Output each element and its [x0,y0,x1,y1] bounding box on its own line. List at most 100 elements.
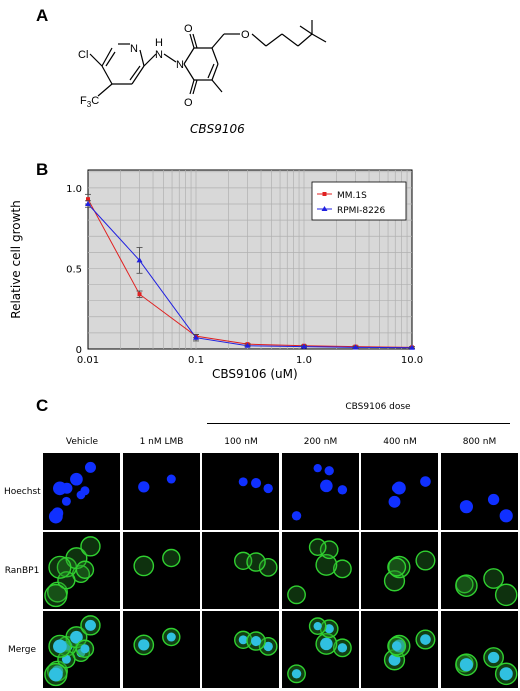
micrograph-cell [281,532,359,609]
atom-n-pyridine: N [130,43,138,55]
nucleus-stain [48,667,63,682]
micrograph-cell [440,532,518,609]
nucleus-stain [80,644,90,654]
x-axis-label: CBS9106 (uM) [212,367,298,381]
cytoplasm-stain [44,583,68,608]
nucleus-stain [388,495,401,508]
nucleus-stain [137,639,149,651]
cytoplasm-stain [246,552,266,572]
data-point [86,197,90,202]
y-tick-label: 0 [76,345,82,356]
cytoplasm-stain [332,559,352,579]
cytoplasm-stain [314,553,337,576]
nucleus-stain [319,479,333,493]
nucleus-stain [263,483,273,494]
nucleus-stain [84,461,96,473]
column-label: 1 nM LMB [139,437,184,447]
legend-box [311,181,407,221]
panel-label-c: C [36,396,49,415]
micrograph-cell [122,453,200,530]
micrograph-cell [281,453,359,530]
cytoplasm-stain [482,568,504,589]
y-tick-label: 1.0 [66,184,82,195]
micrograph-cell [122,532,200,609]
nucleus-stain [61,496,71,506]
nucleus-stain [313,621,322,631]
data-point [136,257,143,263]
nucleus-stain [391,483,402,493]
nucleus-stain [137,481,149,493]
column-label: 800 nM [462,437,497,447]
data-point [85,201,91,207]
nucleus-stain [48,509,63,524]
cytoplasm-stain [415,550,436,571]
nucleus-stain [499,667,513,681]
micrograph-cell [361,611,438,688]
nucleus-stain [53,481,67,496]
nucleus-stain [166,474,176,484]
nucleus-stain [324,466,334,476]
micrograph-cell [361,453,438,530]
micrograph-cell [281,611,359,688]
micrograph-cell [43,611,120,688]
legend-marker [321,206,328,211]
cytoplasm-stain [319,540,339,560]
legend-marker [322,192,327,196]
nucleus-stain [166,632,176,642]
microscopy-panel: CBS9106 dose Vehicle 1 nM LMB 100 nM 200 nM… [0,395,520,691]
chart-legend: MM.1S RPMI-8226 [311,181,407,221]
cytoplasm-stain [48,555,72,579]
micrograph-cell [202,453,279,530]
cell-growth-chart: 0.01 0.1 1.0 10.0 0 0.5 1.0 MM.1S RPMI-8226 Rel… [9,169,423,366]
micrograph-cell [440,611,518,688]
nucleus-stain [420,634,431,645]
data-point [409,344,415,350]
column-label: 400 nM [383,437,417,447]
data-point [193,334,199,340]
nucleus-stain [70,630,83,644]
cytoplasm-stain [258,558,278,577]
legend-label: MM.1S [337,191,367,201]
x-tick-label: 0.1 [188,355,204,366]
nucleus-stain [291,669,301,679]
nucleus-stain [238,477,248,487]
nucleus-stain [291,511,301,521]
nucleus-stain [459,500,473,514]
y-tick-label: 0.5 [66,264,82,275]
column-label: Vehicle [65,437,99,447]
nucleus-stain [487,651,499,664]
panel-label-b: B [36,160,49,179]
nucleus-stain [263,641,273,652]
x-tick-label: 1.0 [296,355,312,366]
x-tick-label: 10.0 [401,355,423,366]
cytoplasm-stain [387,557,407,577]
nucleus-stain [420,476,431,487]
panel-label-a: A [36,6,49,25]
cytoplasm-stain [57,571,76,590]
column-label: 200 nM [303,437,338,447]
nucleus-stain [337,643,347,653]
data-point [137,292,142,297]
series-layer [85,193,415,350]
atom-o-top: O [184,23,193,35]
nucleus-stain [70,472,83,486]
atom-nh-n: N [155,49,163,61]
nucleus-stain [53,639,67,654]
atom-o-bottom: O [184,97,193,109]
cytoplasm-stain [308,538,327,556]
cytoplasm-stain [494,583,517,607]
nucleus-stain [459,658,473,672]
micrograph-cell [361,532,438,609]
nucleus-stain [487,493,499,506]
micrograph-cell [43,532,120,609]
nucleus-stain [313,463,322,473]
nucleus-stain [251,635,262,647]
y-axis-label: Relative cell growth [9,200,23,318]
atom-n-imide: N [176,59,184,71]
row-label: Hoechst [4,487,41,497]
column-label: 100 nM [224,437,258,447]
micrograph-cell [202,532,279,609]
micrograph-cell [440,453,518,530]
atom-cl: Cl [78,49,88,61]
data-point [301,343,307,349]
